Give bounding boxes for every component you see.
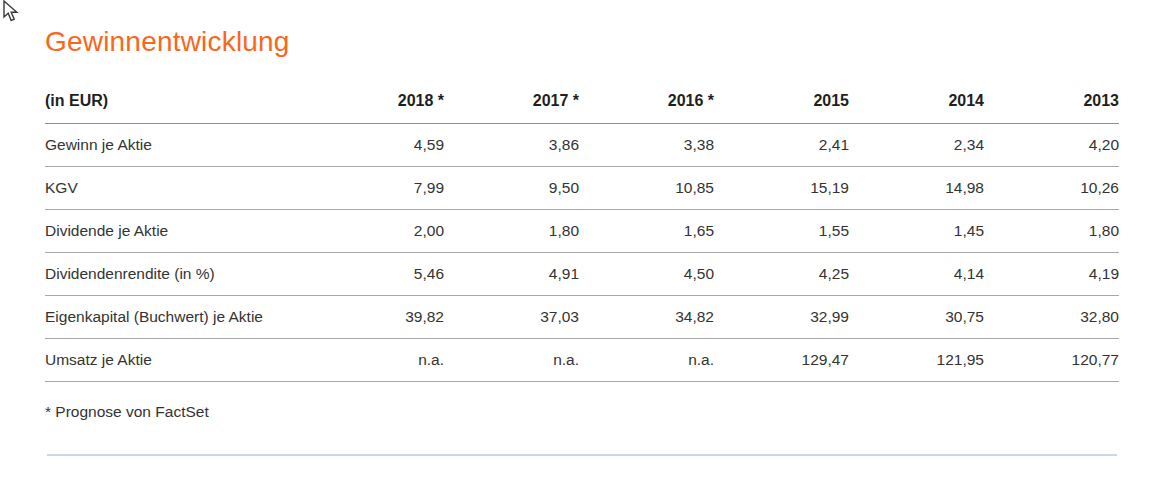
cell-value: 1,80 [444, 210, 579, 253]
column-header-2017: 2017 * [444, 86, 579, 124]
main-content: Gewinnentwicklung (in EUR) 2018 * 2017 *… [0, 0, 1163, 456]
cell-value: 120,77 [984, 339, 1119, 382]
row-label: Dividende je Aktie [45, 210, 309, 253]
cell-value: 3,38 [579, 124, 714, 167]
row-label: KGV [45, 167, 309, 210]
table-row: Dividendenrendite (in %) 5,46 4,91 4,50 … [45, 253, 1119, 296]
cell-value: n.a. [309, 339, 444, 382]
row-label: Umsatz je Aktie [45, 339, 309, 382]
column-header-2016: 2016 * [579, 86, 714, 124]
table-row: Umsatz je Aktie n.a. n.a. n.a. 129,47 12… [45, 339, 1119, 382]
table-row: KGV 7,99 9,50 10,85 15,19 14,98 10,26 [45, 167, 1119, 210]
cell-value: 121,95 [849, 339, 984, 382]
cell-value: 1,65 [579, 210, 714, 253]
cell-value: 4,91 [444, 253, 579, 296]
cell-value: 4,20 [984, 124, 1119, 167]
row-label: Eigenkapital (Buchwert) je Aktie [45, 296, 309, 339]
cell-value: 9,50 [444, 167, 579, 210]
table-header-row: (in EUR) 2018 * 2017 * 2016 * 2015 2014 … [45, 86, 1119, 124]
arrow-cursor-icon [2, 0, 19, 24]
column-header-2014: 2014 [849, 86, 984, 124]
cell-value: 3,86 [444, 124, 579, 167]
table-row: Dividende je Aktie 2,00 1,80 1,65 1,55 1… [45, 210, 1119, 253]
cell-value: 4,14 [849, 253, 984, 296]
table-row: Gewinn je Aktie 4,59 3,86 3,38 2,41 2,34… [45, 124, 1119, 167]
cell-value: 2,00 [309, 210, 444, 253]
page: Gewinnentwicklung (in EUR) 2018 * 2017 *… [0, 0, 1163, 477]
cell-value: 30,75 [849, 296, 984, 339]
row-label: Dividendenrendite (in %) [45, 253, 309, 296]
cell-value: 5,46 [309, 253, 444, 296]
cell-value: 129,47 [714, 339, 849, 382]
bottom-divider [47, 454, 1117, 456]
cell-value: 4,59 [309, 124, 444, 167]
cell-value: 15,19 [714, 167, 849, 210]
cell-value: 1,80 [984, 210, 1119, 253]
footnote: * Prognose von FactSet [45, 403, 1119, 421]
cell-value: 10,26 [984, 167, 1119, 210]
financial-table: (in EUR) 2018 * 2017 * 2016 * 2015 2014 … [45, 86, 1119, 382]
cell-value: 4,25 [714, 253, 849, 296]
cell-value: n.a. [444, 339, 579, 382]
cell-value: 37,03 [444, 296, 579, 339]
column-header-2013: 2013 [984, 86, 1119, 124]
cell-value: 4,19 [984, 253, 1119, 296]
table-row: Eigenkapital (Buchwert) je Aktie 39,82 3… [45, 296, 1119, 339]
cell-value: 1,55 [714, 210, 849, 253]
column-header-2015: 2015 [714, 86, 849, 124]
unit-header: (in EUR) [45, 86, 309, 124]
cell-value: 32,80 [984, 296, 1119, 339]
cell-value: 7,99 [309, 167, 444, 210]
cell-value: n.a. [579, 339, 714, 382]
cell-value: 4,50 [579, 253, 714, 296]
column-header-2018: 2018 * [309, 86, 444, 124]
cell-value: 1,45 [849, 210, 984, 253]
cell-value: 10,85 [579, 167, 714, 210]
cell-value: 2,41 [714, 124, 849, 167]
cell-value: 32,99 [714, 296, 849, 339]
cell-value: 2,34 [849, 124, 984, 167]
cell-value: 14,98 [849, 167, 984, 210]
cell-value: 34,82 [579, 296, 714, 339]
row-label: Gewinn je Aktie [45, 124, 309, 167]
page-title: Gewinnentwicklung [45, 26, 1119, 58]
cell-value: 39,82 [309, 296, 444, 339]
